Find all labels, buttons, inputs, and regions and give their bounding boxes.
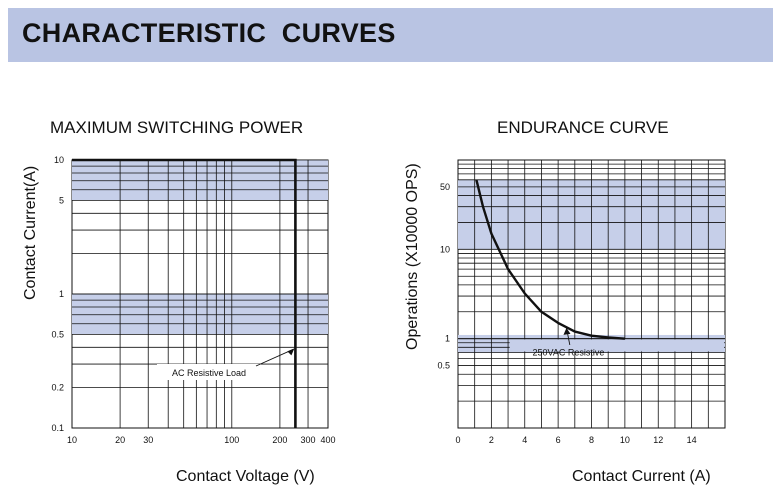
chart1-x-tick-label: 10	[67, 435, 77, 445]
header-banner	[8, 8, 773, 62]
chart2-y-tick-label: 10	[440, 244, 450, 254]
page-title: CHARACTERISTIC CURVES	[22, 18, 396, 48]
chart2-y-tick-label: 50	[440, 182, 450, 192]
chart1-x-tick-label: 200	[272, 435, 287, 445]
chart1-x-axis-label: Contact Voltage (V)	[176, 468, 315, 485]
chart1-y-tick-label: 0.5	[51, 329, 64, 339]
chart2-x-tick-label: 12	[653, 435, 663, 445]
chart1-y-tick-label: 1	[59, 289, 64, 299]
chart2-x-axis-label: Contact Current (A)	[572, 468, 711, 485]
chart1-band-top	[72, 160, 328, 201]
chart1-x-tick-label: 30	[143, 435, 153, 445]
chart2-annotation-arrow	[563, 327, 571, 335]
chart1-annotation-bg	[157, 364, 261, 380]
chart2-x-tick-label: 2	[489, 435, 494, 445]
chart1-y-tick-label: 0.2	[51, 383, 64, 393]
chart2-x-tick-label: 6	[556, 435, 561, 445]
chart2-annotation-strip	[509, 339, 724, 352]
chart1-x-tick-label: 400	[320, 435, 335, 445]
chart2-x-tick-label: 0	[455, 435, 460, 445]
chart2-y-tick-label: 0.5	[437, 361, 450, 371]
chart2-annotation-label: 250VAC Resistive	[533, 348, 605, 358]
chart2-x-tick-label: 8	[589, 435, 594, 445]
chart2-series-line	[475, 179, 625, 340]
chart2-x-tick-label: 4	[522, 435, 527, 445]
chart1-annotation-leader	[255, 348, 294, 367]
chart1-annotation-label: AC Resistive Load	[172, 368, 246, 378]
chart2-x-tick-label: 14	[687, 435, 697, 445]
chart1-y-tick-label: 0.1	[51, 423, 64, 433]
chart2-title: ENDURANCE CURVE	[497, 118, 669, 137]
chart2-x-tick-label: 10	[620, 435, 630, 445]
chart1-series-line	[72, 158, 297, 428]
chart1-x-tick-label: 300	[301, 435, 316, 445]
chart1-y-tick-label: 5	[59, 195, 64, 205]
chart1-x-tick-label: 100	[224, 435, 239, 445]
chart2-y-tick-label: 1	[445, 334, 450, 344]
chart1-annotation-arrow	[287, 348, 295, 356]
chart1-title: MAXIMUM SWITCHING POWER	[50, 118, 304, 137]
chart1-band-mid	[72, 294, 328, 335]
chart1-x-tick-label: 20	[115, 435, 125, 445]
chart1-y-tick-label: 10	[54, 155, 64, 165]
